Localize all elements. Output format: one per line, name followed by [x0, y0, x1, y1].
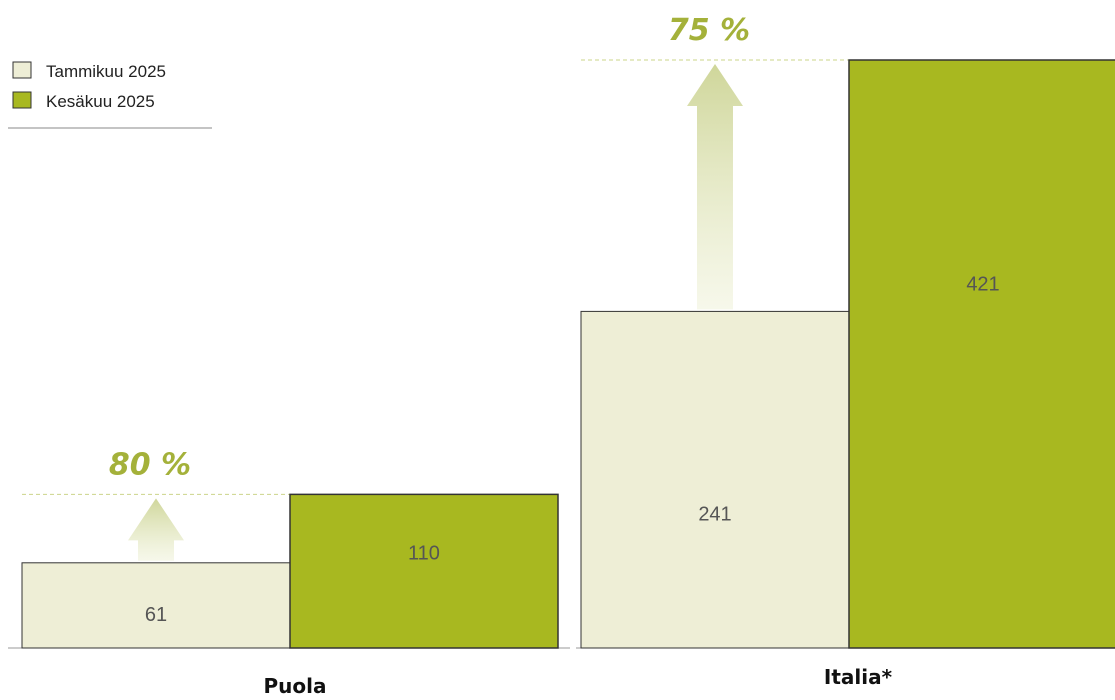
increase-arrow-italia — [687, 64, 743, 310]
bar-groups: 61 110 80 % 241 421 75 % — [8, 13, 1115, 649]
bar-tammikuu-italia — [580, 310, 850, 649]
increase-arrow-puola — [128, 498, 184, 561]
category-label-italia: Italia* — [824, 665, 893, 689]
legend-label-series-1: Tammikuu 2025 — [46, 62, 166, 81]
legend-swatch-series-2 — [12, 91, 32, 109]
change-label-italia: 75 % — [668, 13, 750, 48]
bar-kesakuu-italia — [848, 59, 1115, 649]
category-label-puola: Puola — [264, 674, 327, 698]
legend-label-series-2: Kesäkuu 2025 — [46, 92, 155, 111]
value-label-kesakuu-italia: 421 — [966, 273, 999, 295]
category-labels: Puola Italia* — [264, 665, 893, 698]
legend-swatch-series-1 — [12, 61, 32, 79]
value-label-tammikuu-puola: 61 — [145, 604, 167, 626]
value-label-kesakuu-puola: 110 — [408, 543, 440, 565]
bar-kesakuu-puola — [289, 493, 559, 649]
change-label-puola: 80 % — [109, 447, 191, 482]
value-label-tammikuu-italia: 241 — [698, 503, 731, 525]
legend: Tammikuu 2025 Kesäkuu 2025 — [8, 61, 212, 129]
bar-tammikuu-puola — [21, 562, 291, 649]
